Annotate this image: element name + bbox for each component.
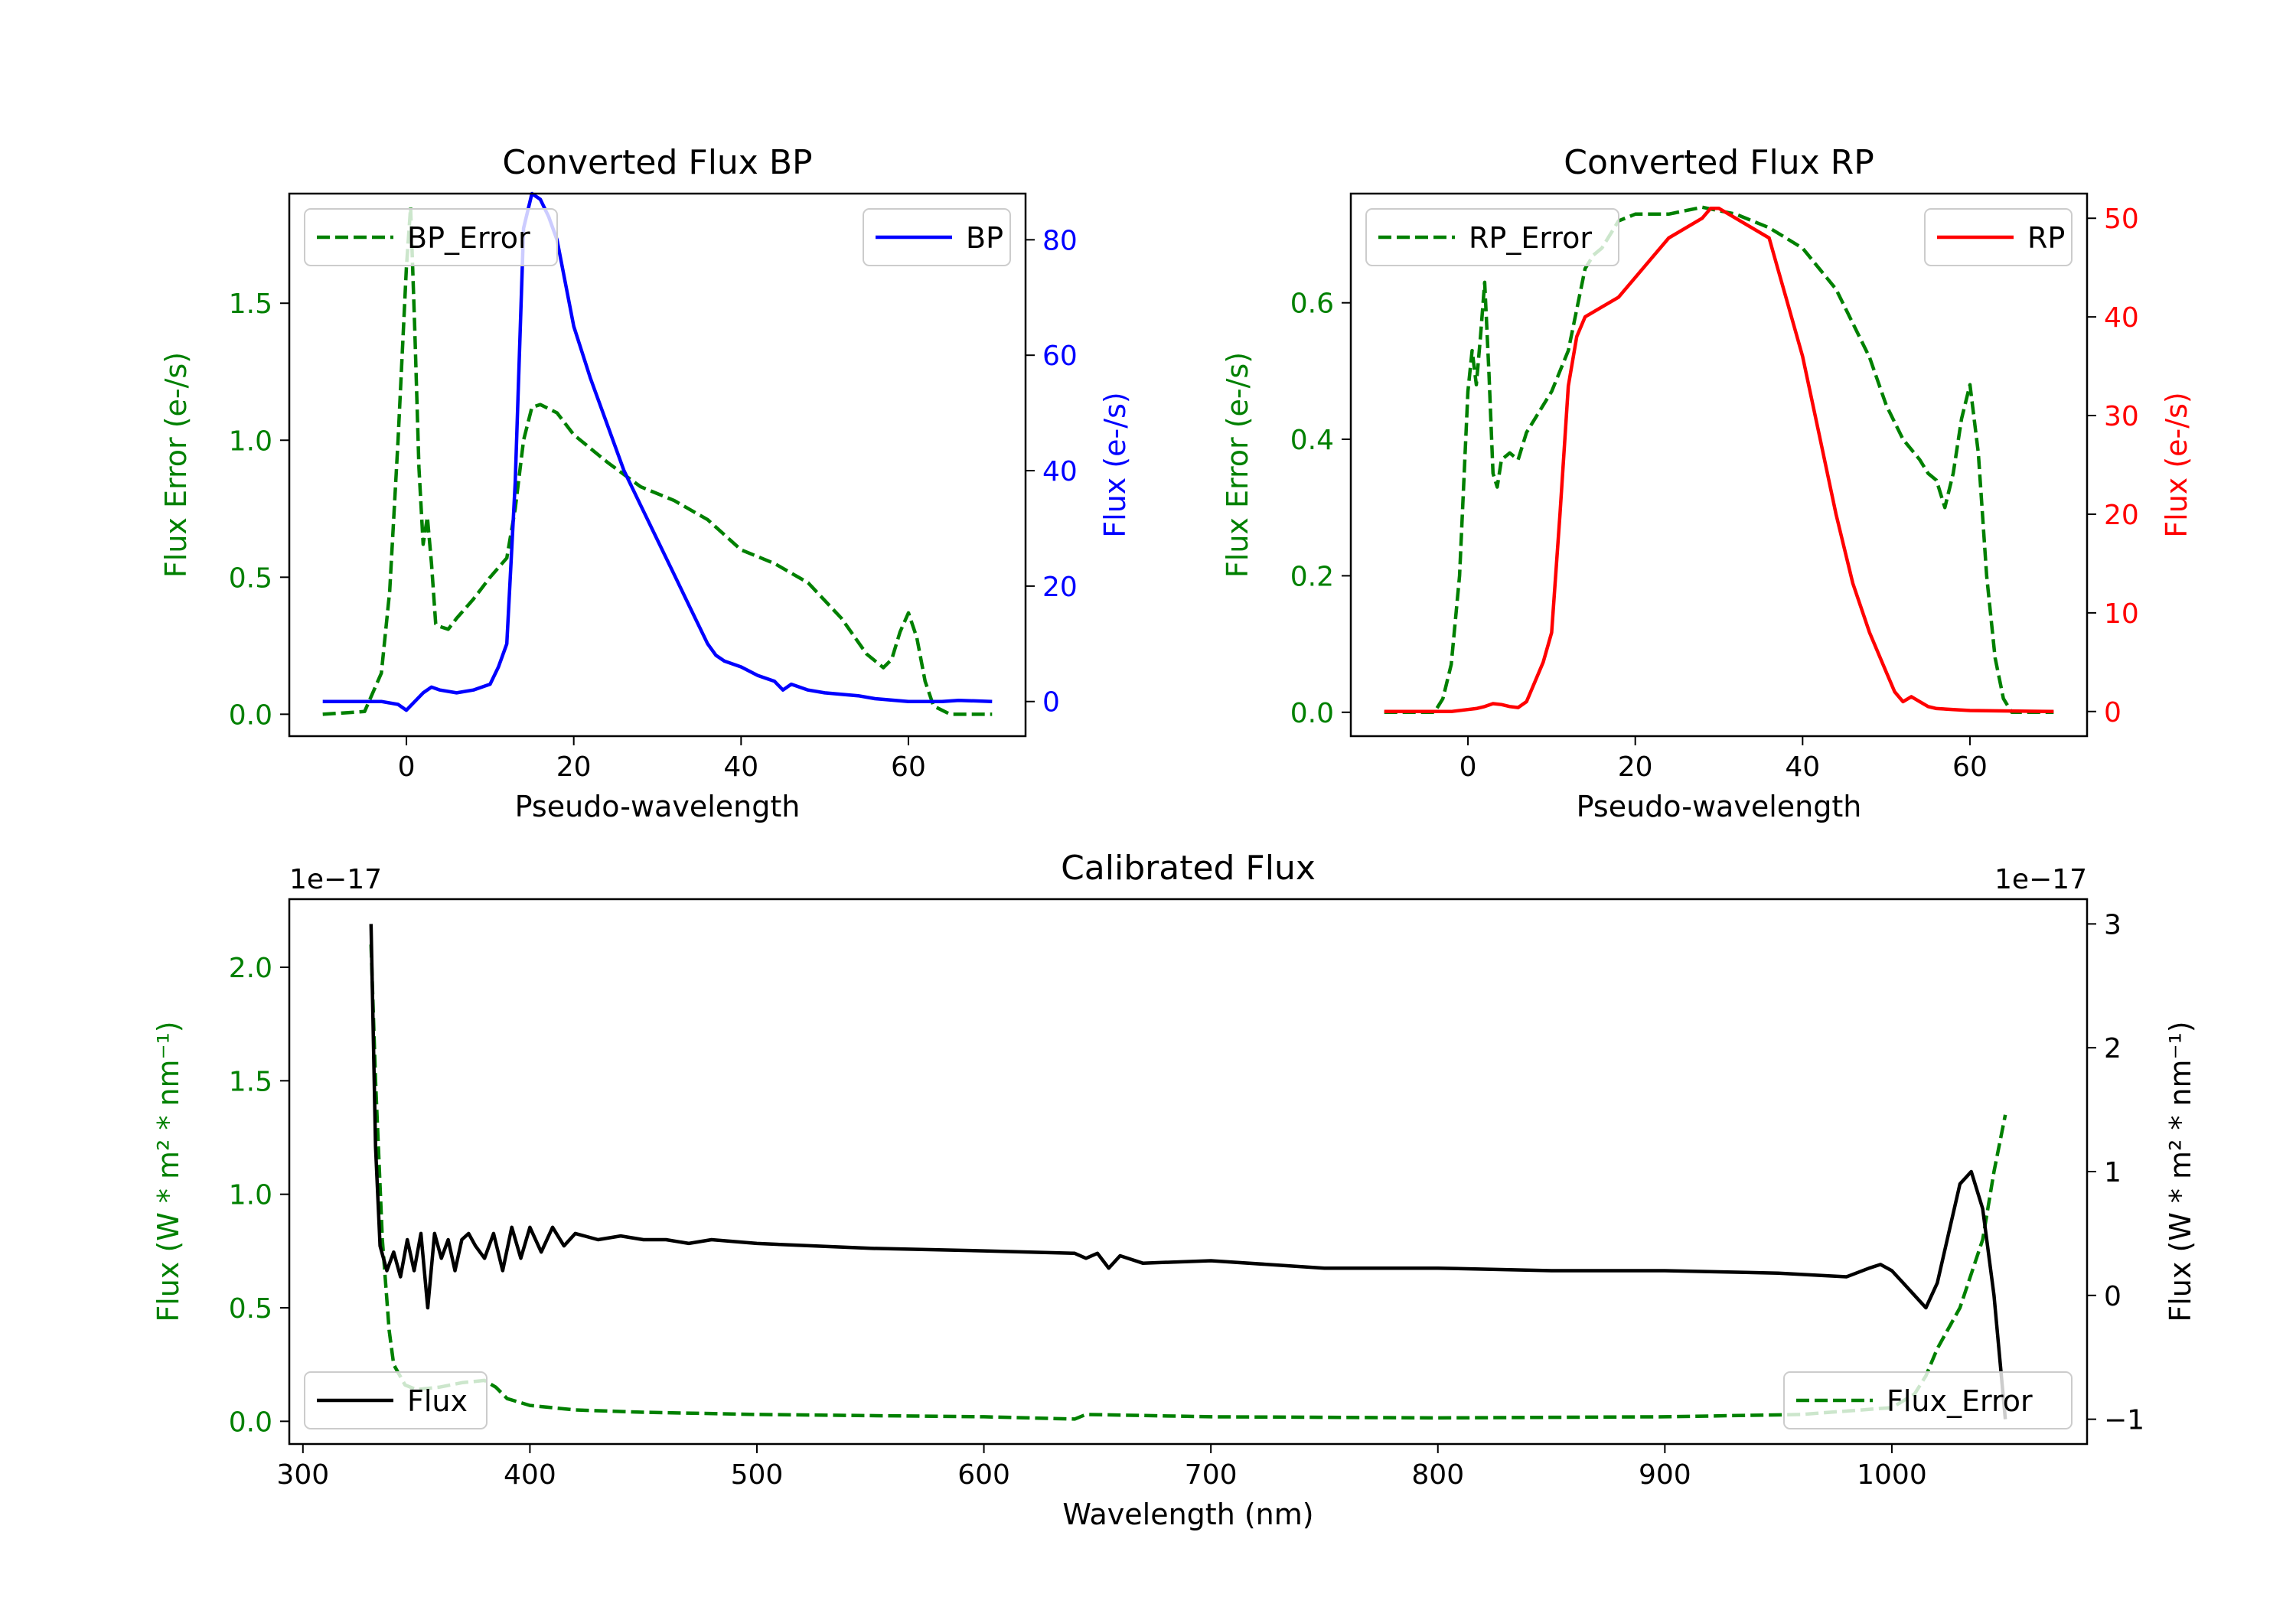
x-tick-label: 20 [1618, 751, 1653, 783]
x-tick-label: 600 [957, 1459, 1010, 1491]
y-right-tick-label: 2 [2104, 1033, 2122, 1064]
y-left-axis-label: Flux Error (e-/s) [159, 352, 193, 578]
series-line-bp [322, 191, 993, 712]
y-left-axis-label: Flux Error (e-/s) [1221, 352, 1254, 578]
y-left-tick-label: 1.5 [229, 1066, 272, 1097]
x-tick-label: 40 [723, 751, 758, 783]
y-right-axis-label: Flux (e-/s) [1098, 392, 1132, 537]
legend-box [1365, 208, 1619, 266]
y-left-tick-label: 0.2 [1290, 561, 1334, 592]
axes-frame [288, 898, 2089, 1446]
y-left-tick-label: 0.5 [229, 562, 272, 594]
series-line-bp-error [322, 205, 993, 716]
series-line-flux [369, 924, 2007, 1420]
y-left-tick-label: 0.6 [1290, 288, 1334, 320]
y-left-tick-label: 2.0 [229, 953, 272, 984]
y-right-tick-label: 20 [1042, 572, 1078, 603]
y-right-tick-label: 0 [2104, 697, 2122, 729]
y-left-tick-label: 1.5 [229, 288, 272, 320]
series-line-flux-error [369, 944, 2007, 1421]
x-tick-label: 400 [504, 1459, 556, 1491]
y-right-tick-label: 30 [2104, 401, 2139, 432]
legend-box [304, 1371, 488, 1429]
legend-label: RP_Error [1469, 221, 1592, 255]
y-left-tick-label: 1.0 [229, 425, 272, 457]
y-right-tick-label: 0 [2104, 1281, 2122, 1312]
y-right-tick-label: 20 [2104, 500, 2139, 531]
y-right-tick-label: −1 [2104, 1405, 2144, 1436]
axes-frame [288, 192, 1027, 738]
legend-label: Flux_Error [1887, 1384, 2033, 1418]
y-right-tick-label: 1 [2104, 1157, 2122, 1188]
y-left-offset-label: 1e−17 [289, 864, 382, 895]
x-tick-label: 0 [1459, 751, 1477, 783]
y-right-tick-label: 0 [1042, 687, 1060, 719]
y-right-axis-label: Flux (e-/s) [2160, 392, 2193, 537]
x-axis-label: Pseudo-wavelength [515, 790, 801, 823]
chart-title: Converted Flux BP [502, 143, 812, 182]
x-tick-label: 40 [1785, 751, 1820, 783]
y-left-axis-label: Flux (W * m² * nm⁻¹) [152, 1021, 185, 1322]
y-right-tick-label: 40 [1042, 456, 1078, 487]
x-tick-label: 60 [1952, 751, 1988, 783]
x-tick-label: 300 [276, 1459, 329, 1491]
chart-title: Calibrated Flux [1061, 849, 1316, 888]
y-right-tick-label: 60 [1042, 341, 1078, 372]
legend-label: BP [966, 221, 1003, 255]
x-axis-label: Wavelength (nm) [1062, 1498, 1313, 1531]
series-line-rp-error [1384, 205, 2054, 715]
y-right-tick-label: 80 [1042, 225, 1078, 256]
x-tick-label: 60 [891, 751, 926, 783]
x-tick-label: 1000 [1857, 1459, 1927, 1491]
x-tick-label: 20 [556, 751, 592, 783]
panel-calibrated-flux: 300 400 500 600 700 800 900 1000 0.0 0.5 1.0 1.5 2.0… [152, 849, 2197, 1531]
legend-label: Flux [407, 1384, 468, 1418]
series-line-rp [1384, 207, 2054, 714]
y-right-tick-label: 50 [2104, 204, 2139, 235]
x-tick-label: 800 [1411, 1459, 1464, 1491]
y-right-tick-label: 40 [2104, 302, 2139, 334]
y-left-tick-label: 0.5 [229, 1293, 272, 1325]
legend-box [304, 208, 558, 266]
y-left-tick-label: 0.0 [1290, 698, 1334, 729]
x-tick-label: 500 [731, 1459, 784, 1491]
y-right-tick-label: 3 [2104, 909, 2122, 940]
legend-label: BP_Error [407, 221, 530, 255]
legend-box [1783, 1371, 2073, 1429]
x-tick-label: 0 [398, 751, 416, 783]
x-tick-label: 700 [1185, 1459, 1238, 1491]
axes-frame [1349, 192, 2089, 738]
y-right-tick-label: 10 [2104, 598, 2139, 630]
y-right-offset-label: 1e−17 [1994, 864, 2087, 895]
panel-converted-flux-bp: 0 20 40 60 0.0 0.5 1.0 1.5 0 20 40 60 80 Converted Fl… [159, 143, 1132, 823]
y-left-tick-label: 0.4 [1290, 425, 1334, 456]
y-left-tick-label: 1.0 [229, 1180, 272, 1211]
y-left-tick-label: 0.0 [229, 699, 272, 731]
panel-converted-flux-rp: 0 20 40 60 0.0 0.2 0.4 0.6 0 10 20 30 40 50 Converted … [1221, 143, 2193, 823]
legend-label: RP [2027, 221, 2065, 255]
chart-title: Converted Flux RP [1564, 143, 1874, 182]
y-right-axis-label: Flux (W * m² * nm⁻¹) [2164, 1021, 2197, 1322]
x-tick-label: 900 [1639, 1459, 1691, 1491]
x-axis-label: Pseudo-wavelength [1577, 790, 1862, 823]
y-left-tick-label: 0.0 [229, 1407, 272, 1438]
